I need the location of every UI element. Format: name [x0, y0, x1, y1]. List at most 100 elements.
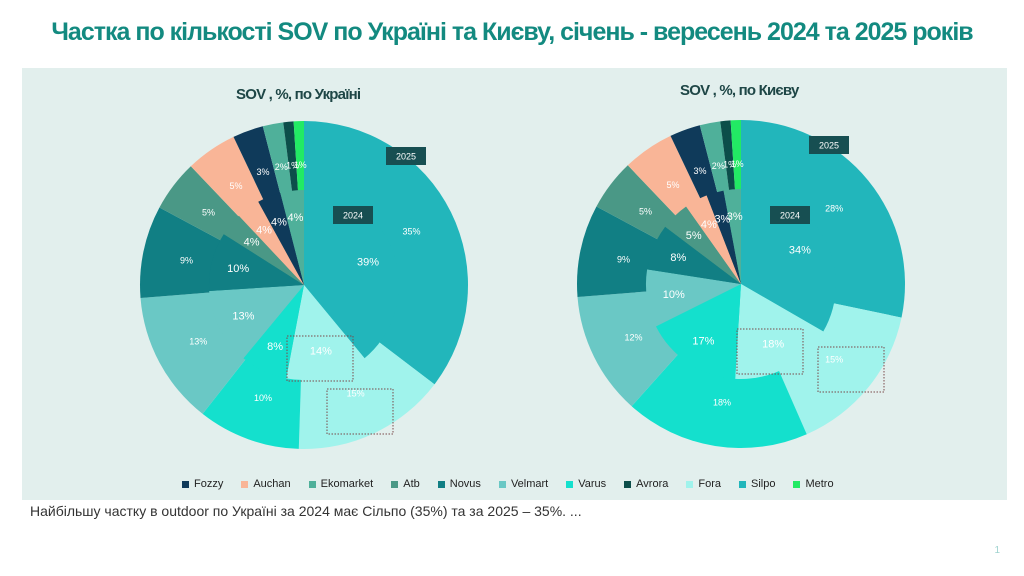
legend-swatch — [738, 480, 746, 488]
legend-item-avrora: Avrora — [624, 478, 668, 490]
chart-title-ukraine: SOV , %, по Україні — [236, 86, 361, 103]
legend-label: Auchan — [253, 478, 291, 490]
legend-item-metro: Metro — [793, 478, 834, 490]
ukraine-2025-label-fozzy: 3% — [256, 167, 269, 177]
legend-label: Velmart — [510, 478, 549, 490]
legend-label: Varus — [578, 478, 607, 490]
kyiv-2024-label-varus: 17% — [692, 335, 714, 347]
legend-swatch — [308, 480, 316, 488]
kyiv-2024-slice-auchan — [686, 195, 741, 284]
legend-item-fozzy: Fozzy — [182, 478, 223, 490]
ukraine-2024-slice-fozzy — [258, 192, 304, 285]
ukraine-2024-label-velmart: 13% — [232, 311, 254, 323]
ukraine-2024-badge — [333, 206, 373, 224]
kyiv-2025-label-varus: 18% — [713, 397, 731, 407]
kyiv-2024-slice-fora — [735, 284, 824, 379]
kyiv-2025-label-silpo: 28% — [825, 203, 843, 213]
chart-legend: Fozzy Auchan Ekomarket Atb Novus Velmart Varus… — [182, 478, 852, 490]
legend-swatch — [182, 480, 189, 488]
ukraine-2025-badge — [386, 147, 426, 165]
ukraine-2024-label-fozzy: 4% — [271, 216, 287, 228]
kyiv-2024-label-auchan: 4% — [701, 219, 717, 231]
legend-swatch — [793, 480, 801, 488]
ukraine-2024-slice-velmart — [209, 285, 304, 359]
legend-swatch — [686, 480, 694, 488]
kyiv-fora-2024-highlight — [736, 328, 804, 375]
kyiv-2024-label-novus: 8% — [670, 252, 686, 264]
kyiv-2024-slice-velmart — [645, 269, 741, 327]
kyiv-2025-label-metro: 1% — [731, 159, 744, 169]
ukraine-2025-label-atb: 5% — [202, 207, 215, 217]
ukraine-2025-badge-label: 2025 — [396, 152, 416, 162]
kyiv-2024-label-fora: 18% — [762, 339, 784, 351]
kyiv-fora-2025-highlight — [817, 346, 885, 393]
ukraine-2024-pie: 39%14%8%13%10%4%4%4% 4% — [209, 190, 400, 380]
ukraine-2024-slice-atb — [223, 215, 304, 285]
kyiv-2024-slice-varus — [655, 284, 741, 379]
kyiv-2025-label-fozzy: 3% — [693, 166, 706, 176]
pie-chart-ukraine: 35%15%10%13%9%5%5%3%2%1%1%39%14%8%13%10%… — [140, 121, 468, 449]
legend-item-ekomarket: Ekomarket — [308, 478, 374, 490]
ukraine-2024-slice-ekomarket — [280, 190, 304, 285]
kyiv-2024-label-fozzy: 3% — [714, 213, 730, 225]
legend-item-varus: Varus — [566, 478, 606, 490]
kyiv-2025-label-fora: 15% — [825, 355, 843, 365]
legend-item-silpo: Silpo — [738, 478, 775, 490]
ukraine-2025-label-novus: 9% — [180, 255, 193, 265]
ukraine-2025-label-ekomarket: 2% — [275, 162, 288, 172]
ukraine-2024-label-varus: 8% — [267, 341, 283, 353]
chart-title-kyiv: SOV , %, по Києву — [680, 82, 799, 99]
ukraine-2024-label-auchan: 4% — [256, 225, 272, 237]
legend-swatch — [624, 480, 632, 488]
kyiv-2024-badge-label: 2024 — [780, 211, 800, 221]
page-title: Частка по кількості SOV по Україні та Ки… — [51, 18, 973, 46]
ukraine-2024-slice-silpo — [304, 190, 400, 359]
kyiv-2025-label-avrora: 1% — [723, 160, 736, 170]
legend-item-velmart: Velmart — [498, 478, 549, 490]
legend-item-novus: Novus — [437, 478, 481, 490]
kyiv-2024-label-velmart: 10% — [663, 289, 685, 301]
kyiv-2025-label-ekomarket: 2% — [712, 161, 725, 171]
legend-swatch — [566, 480, 574, 488]
kyiv-2024-pie: 34%18%17%10%8%5%4%3%3% — [645, 189, 836, 379]
legend-label: Metro — [805, 478, 834, 490]
kyiv-2024-label-silpo: 34% — [789, 245, 811, 257]
ukraine-2025-label-varus: 10% — [254, 393, 272, 403]
kyiv-2024-slice-silpo — [741, 189, 836, 332]
legend-swatch — [391, 480, 399, 488]
kyiv-2024-label-atb: 5% — [686, 230, 702, 242]
ukraine-2025-label-fora: 15% — [347, 388, 365, 398]
legend-label: Fozzy — [194, 478, 224, 490]
legend-item-fora: Fora — [686, 478, 721, 490]
ukraine-2024-label-fora: 14% — [310, 346, 332, 358]
kyiv-2024-slice-atb — [665, 206, 741, 284]
page-number: 1 — [994, 545, 1000, 556]
ukraine-2024-label-atb: 4% — [244, 236, 260, 248]
ukraine-2025-label-metro: 1% — [294, 160, 307, 170]
ukraine-2024-label-ekomarket: 4% — [288, 212, 304, 224]
ukraine-2025-label-auchan: 5% — [229, 181, 242, 191]
legend-swatch — [498, 480, 506, 488]
legend-item-atb: Atb — [391, 478, 420, 490]
kyiv-2024-label-ekomarket: 3% — [727, 211, 743, 223]
kyiv-2024-badge — [770, 206, 810, 224]
ukraine-2024-slice-varus — [243, 285, 304, 379]
kyiv-2025-label-velmart: 12% — [624, 332, 642, 342]
ukraine-2024-label-silpo: 39% — [357, 257, 379, 269]
legend-swatch — [241, 480, 249, 488]
ukraine-2024-slice-auchan — [238, 201, 304, 285]
ukraine-2024-slice-fora — [286, 285, 365, 380]
kyiv-2024-slice-novus — [647, 226, 741, 284]
legend-label: Ekomarket — [320, 478, 374, 490]
ukraine-2025-label-silpo: 35% — [403, 227, 421, 237]
ukraine-2025-label-velmart: 13% — [189, 337, 207, 347]
legend-item-auchan: Auchan — [241, 478, 291, 490]
kyiv-2025-label-atb: 5% — [639, 206, 652, 216]
ukraine-2024-label-novus: 10% — [227, 263, 249, 275]
kyiv-2024-slice-fozzy — [706, 190, 741, 284]
kyiv-2025-label-novus: 9% — [617, 254, 630, 264]
legend-label: Novus — [449, 478, 481, 490]
kyiv-2025-badge — [809, 136, 849, 154]
summary-text: Найбільшу частку в outdoor по Україні за… — [30, 503, 582, 519]
